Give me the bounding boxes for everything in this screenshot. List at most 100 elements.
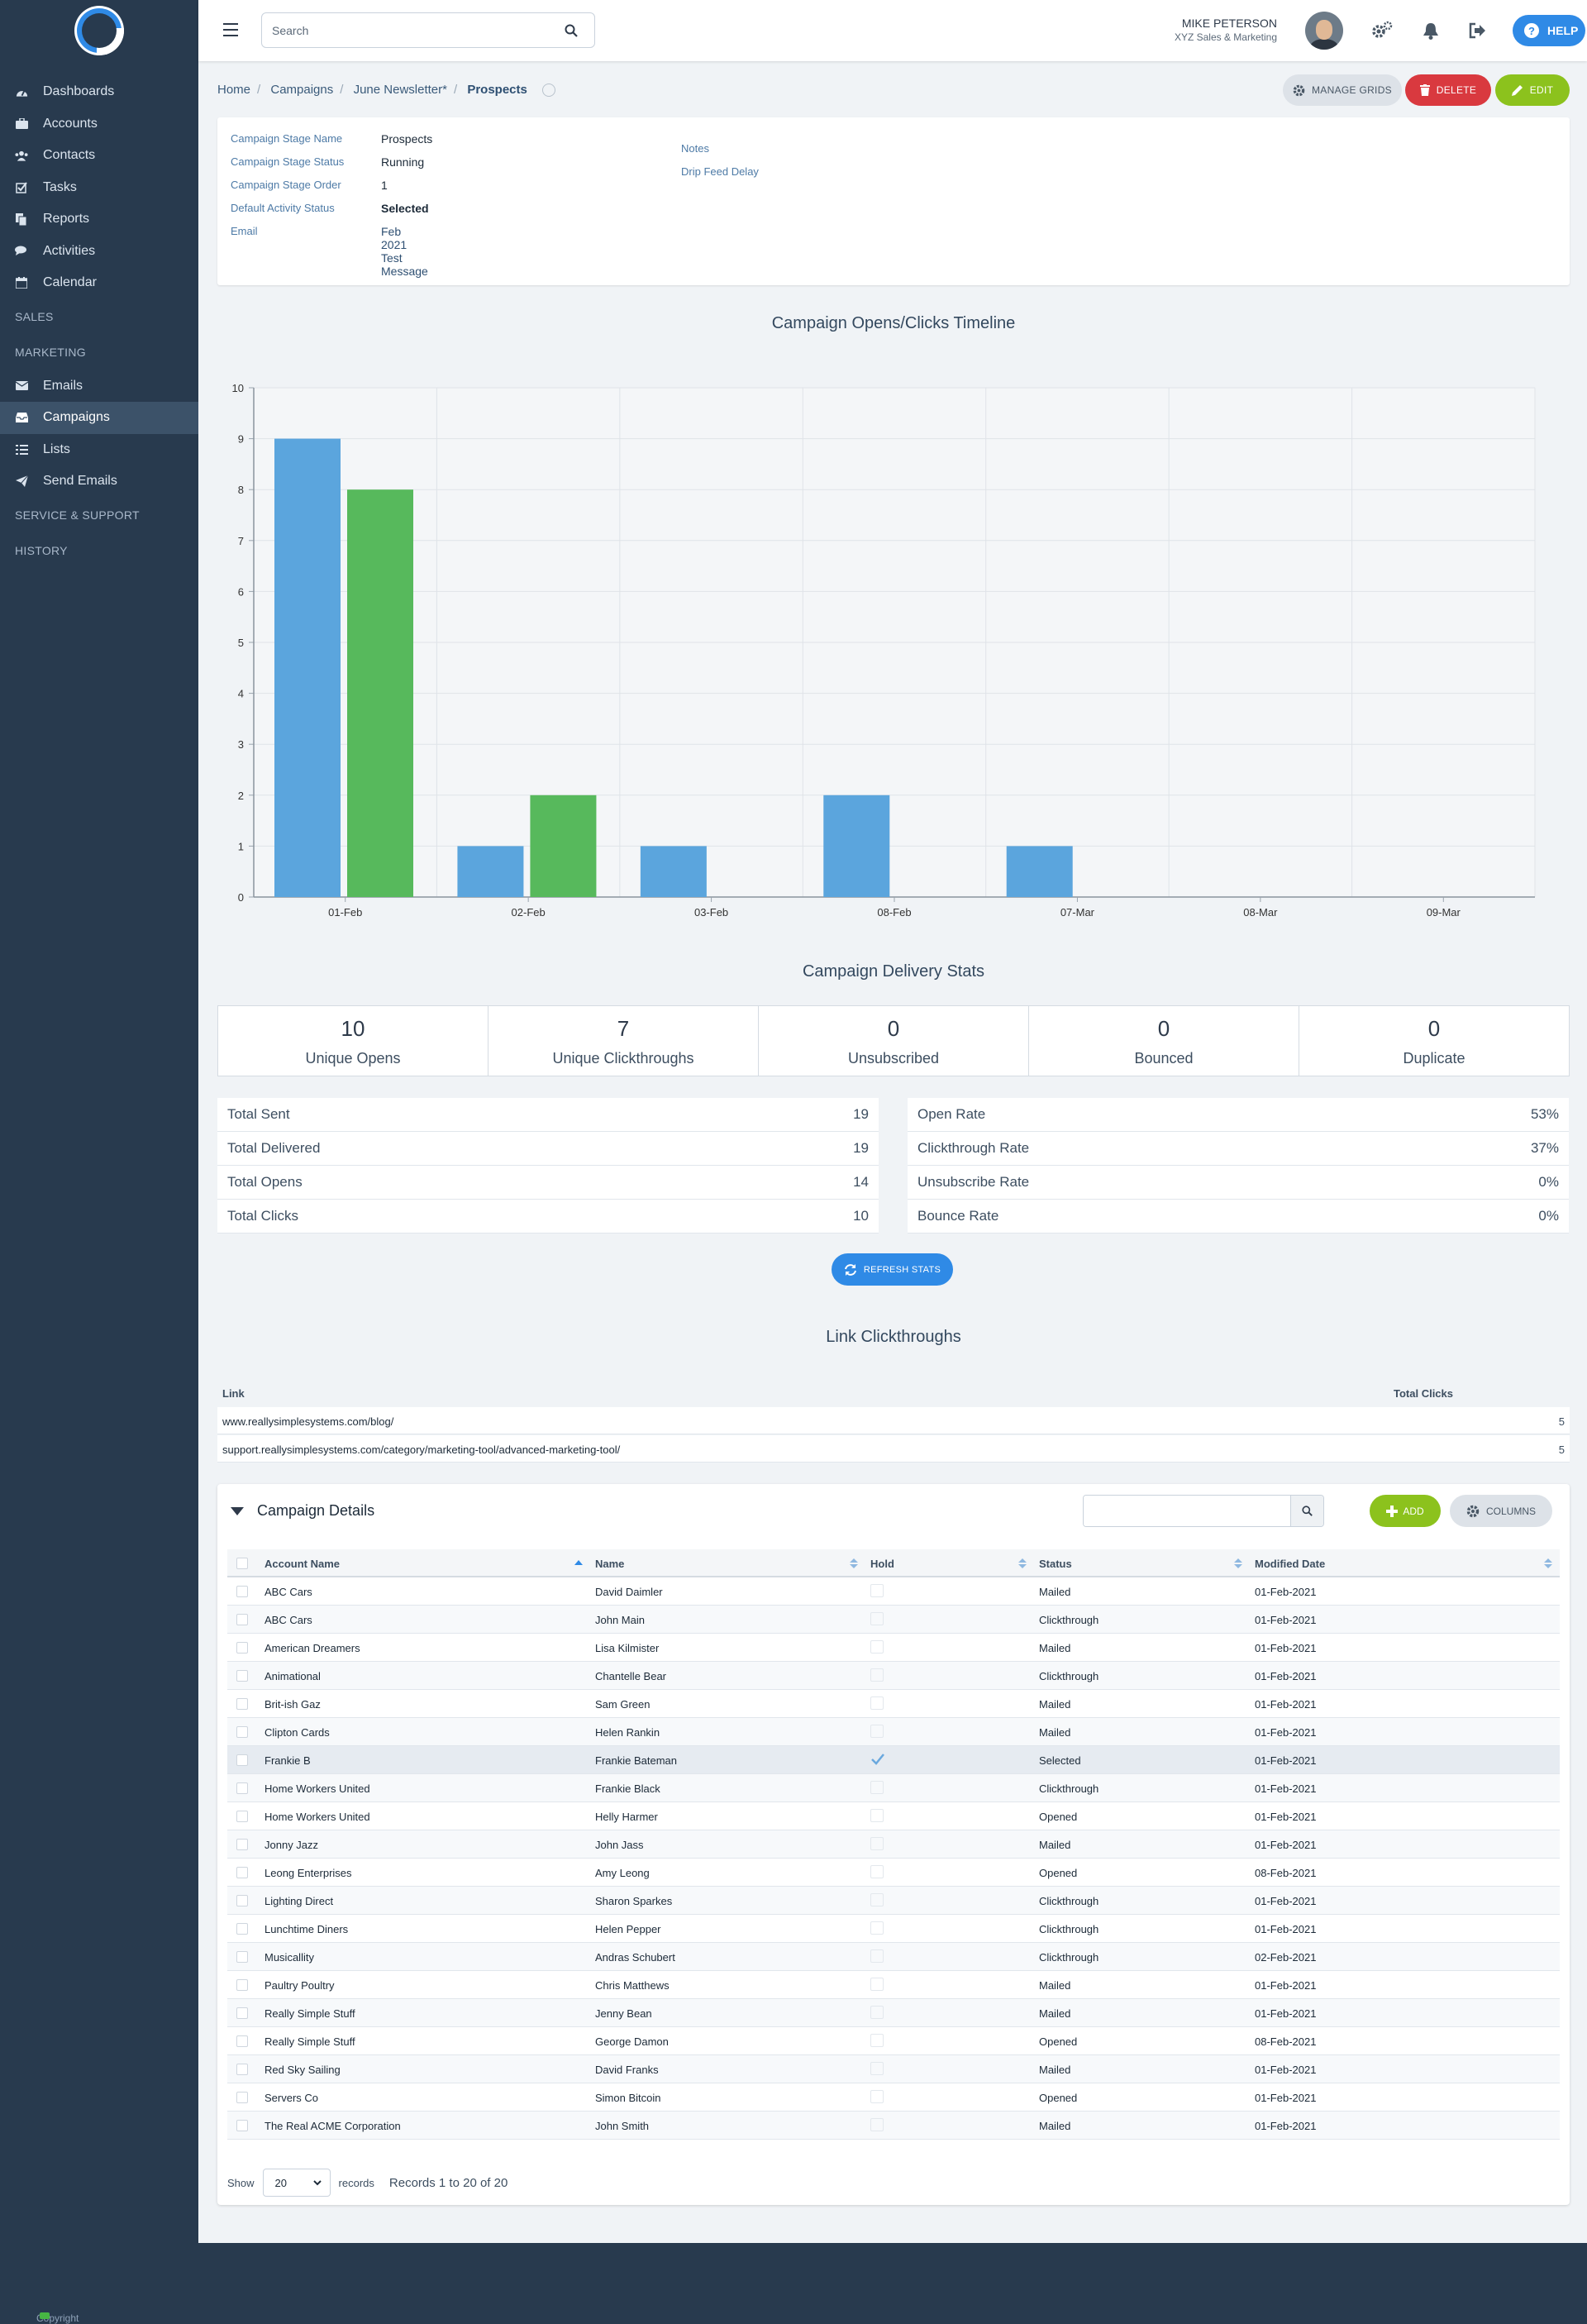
cell-hold[interactable] — [870, 1612, 885, 1627]
cell-name[interactable]: John Jass — [595, 1839, 644, 1851]
row-checkbox[interactable] — [236, 1586, 248, 1597]
cell-name[interactable]: Andras Schubert — [595, 1951, 675, 1964]
sidebar-item-emails[interactable]: Emails — [0, 370, 198, 403]
user-info[interactable]: MIKE PETERSON XYZ Sales & Marketing — [1175, 17, 1277, 43]
cell-hold[interactable] — [870, 1725, 885, 1739]
cell-hold[interactable] — [870, 1781, 885, 1796]
breadcrumb-home[interactable]: Home — [217, 83, 251, 97]
collapse-icon[interactable] — [231, 1506, 244, 1515]
cell-name[interactable]: George Damon — [595, 2035, 669, 2048]
col-header-status[interactable]: Status — [1039, 1558, 1072, 1570]
row-checkbox[interactable] — [236, 1895, 248, 1906]
sort-icon[interactable] — [1018, 1558, 1027, 1569]
sidebar-section-service-support[interactable]: SERVICE & SUPPORT — [15, 508, 140, 522]
cell-hold[interactable] — [870, 2062, 885, 2077]
table-row[interactable]: Leong Enterprises Amy Leong Opened 08-Feb-2… — [227, 1859, 1560, 1887]
table-row[interactable]: Really Simple Stuff Jenny Bean Mailed 01-Fe… — [227, 1999, 1560, 2027]
cell-account-name[interactable]: Home Workers United — [264, 1811, 370, 1823]
row-checkbox[interactable] — [236, 1698, 248, 1710]
hold-checkbox[interactable] — [870, 2090, 884, 2103]
cell-name[interactable]: Simon Bitcoin — [595, 2092, 661, 2104]
cell-hold[interactable] — [870, 2090, 885, 2105]
table-row[interactable]: ABC Cars David Daimler Mailed 01-Feb-2021 — [227, 1577, 1560, 1606]
sidebar-item-lists[interactable]: Lists — [0, 434, 198, 466]
cell-hold[interactable] — [870, 1584, 885, 1599]
table-row[interactable]: Lunchtime Diners Helen Pepper Clickthrough… — [227, 1915, 1560, 1943]
row-checkbox[interactable] — [236, 2064, 248, 2075]
cell-name[interactable]: Lisa Kilmister — [595, 1642, 660, 1654]
cell-account-name[interactable]: Lighting Direct — [264, 1895, 334, 1907]
cell-name[interactable]: Helly Harmer — [595, 1811, 658, 1823]
cell-name[interactable]: Frankie Bateman — [595, 1754, 677, 1767]
cell-name[interactable]: Frankie Black — [595, 1782, 660, 1795]
hold-checkbox[interactable] — [870, 1865, 884, 1878]
table-row[interactable]: Home Workers United Frankie Black Clickthr… — [227, 1774, 1560, 1802]
hold-checkbox[interactable] — [870, 1725, 884, 1738]
table-row[interactable]: Servers Co Simon Bitcoin Opened 01-Feb-2021 — [227, 2083, 1560, 2112]
breadcrumb-campaign[interactable]: June Newsletter* — [353, 83, 447, 97]
cell-name[interactable]: John Main — [595, 1614, 645, 1626]
cell-hold[interactable] — [870, 1640, 885, 1655]
hold-checkbox[interactable] — [870, 2006, 884, 2019]
cell-name[interactable]: Chantelle Bear — [595, 1670, 666, 1682]
row-checkbox[interactable] — [236, 1670, 248, 1682]
grid-search-input[interactable] — [1084, 1496, 1290, 1526]
row-checkbox[interactable] — [236, 1726, 248, 1738]
table-row[interactable]: Frankie B Frankie Bateman Selected 01-Feb-2… — [227, 1746, 1560, 1774]
table-row[interactable]: Brit-ish Gaz Sam Green Mailed 01-Feb-2021 — [227, 1690, 1560, 1718]
row-checkbox[interactable] — [236, 1811, 248, 1822]
search-input[interactable] — [272, 23, 545, 38]
sort-icon[interactable] — [1544, 1558, 1552, 1569]
sidebar-item-reports[interactable]: Reports — [0, 203, 198, 236]
settings-gears-icon[interactable] — [1370, 19, 1394, 42]
row-checkbox[interactable] — [236, 1867, 248, 1878]
edit-button[interactable]: EDIT — [1495, 74, 1570, 106]
hold-checkbox[interactable] — [870, 1949, 884, 1963]
cell-account-name[interactable]: Home Workers United — [264, 1782, 370, 1795]
hold-checkbox[interactable] — [870, 1781, 884, 1794]
table-row[interactable]: The Real ACME Corporation John Smith Maile… — [227, 2112, 1560, 2140]
row-checkbox[interactable] — [236, 1782, 248, 1794]
cell-account-name[interactable]: Jonny Jazz — [264, 1839, 319, 1851]
row-checkbox[interactable] — [236, 2007, 248, 2019]
cell-account-name[interactable]: Paultry Poultry — [264, 1979, 335, 1992]
cell-name[interactable]: Amy Leong — [595, 1867, 650, 1879]
hold-checkbox[interactable] — [870, 1837, 884, 1850]
search-icon[interactable] — [565, 24, 578, 41]
table-row[interactable]: Animational Chantelle Bear Clickthrough 01-… — [227, 1662, 1560, 1690]
breadcrumb-campaigns[interactable]: Campaigns — [270, 83, 334, 97]
row-checkbox[interactable] — [236, 1642, 248, 1654]
table-row[interactable]: Home Workers United Helly Harmer Opened 01-… — [227, 1802, 1560, 1830]
cell-account-name[interactable]: Musicallity — [264, 1951, 314, 1964]
hold-checkbox[interactable] — [870, 1584, 884, 1597]
email-link[interactable]: Feb 2021 Test Message — [381, 225, 428, 278]
cell-account-name[interactable]: Animational — [264, 1670, 321, 1682]
hold-checkbox[interactable] — [870, 2034, 884, 2047]
hold-checkbox[interactable] — [870, 1640, 884, 1654]
cell-hold[interactable] — [870, 1753, 885, 1768]
sidebar-item-activities[interactable]: Activities — [0, 236, 198, 268]
table-row[interactable]: Musicallity Andras Schubert Clickthrough 02… — [227, 1943, 1560, 1971]
columns-button[interactable]: COLUMNS — [1450, 1495, 1552, 1527]
row-checkbox[interactable] — [236, 2035, 248, 2047]
manage-grids-button[interactable]: MANAGE GRIDS — [1283, 74, 1402, 106]
search-icon[interactable] — [1290, 1496, 1323, 1526]
link-url[interactable]: support.reallysimplesystems.com/category… — [222, 1444, 621, 1456]
help-button[interactable]: ? HELP — [1513, 15, 1585, 46]
sidebar-section-marketing[interactable]: MARKETING — [15, 346, 86, 359]
table-row[interactable]: Paultry Poultry Chris Matthews Mailed 01-Fe… — [227, 1971, 1560, 1999]
table-row[interactable]: Jonny Jazz John Jass Mailed 01-Feb-2021 — [227, 1830, 1560, 1859]
refresh-stats-button[interactable]: REFRESH STATS — [832, 1253, 953, 1286]
sidebar-item-tasks[interactable]: Tasks — [0, 172, 198, 204]
info-icon[interactable] — [542, 84, 556, 98]
cell-account-name[interactable]: Frankie B — [264, 1754, 311, 1767]
sidebar-item-send-emails[interactable]: Send Emails — [0, 465, 198, 498]
cell-name[interactable]: David Franks — [595, 2064, 659, 2076]
cell-account-name[interactable]: The Real ACME Corporation — [264, 2120, 401, 2132]
cell-account-name[interactable]: Really Simple Stuff — [264, 2007, 355, 2020]
row-checkbox[interactable] — [236, 1979, 248, 1991]
table-row[interactable]: Red Sky Sailing David Franks Mailed 01-Feb-… — [227, 2055, 1560, 2083]
cell-hold[interactable] — [870, 1696, 885, 1711]
row-checkbox[interactable] — [236, 2120, 248, 2131]
sort-icon[interactable] — [1234, 1558, 1242, 1569]
